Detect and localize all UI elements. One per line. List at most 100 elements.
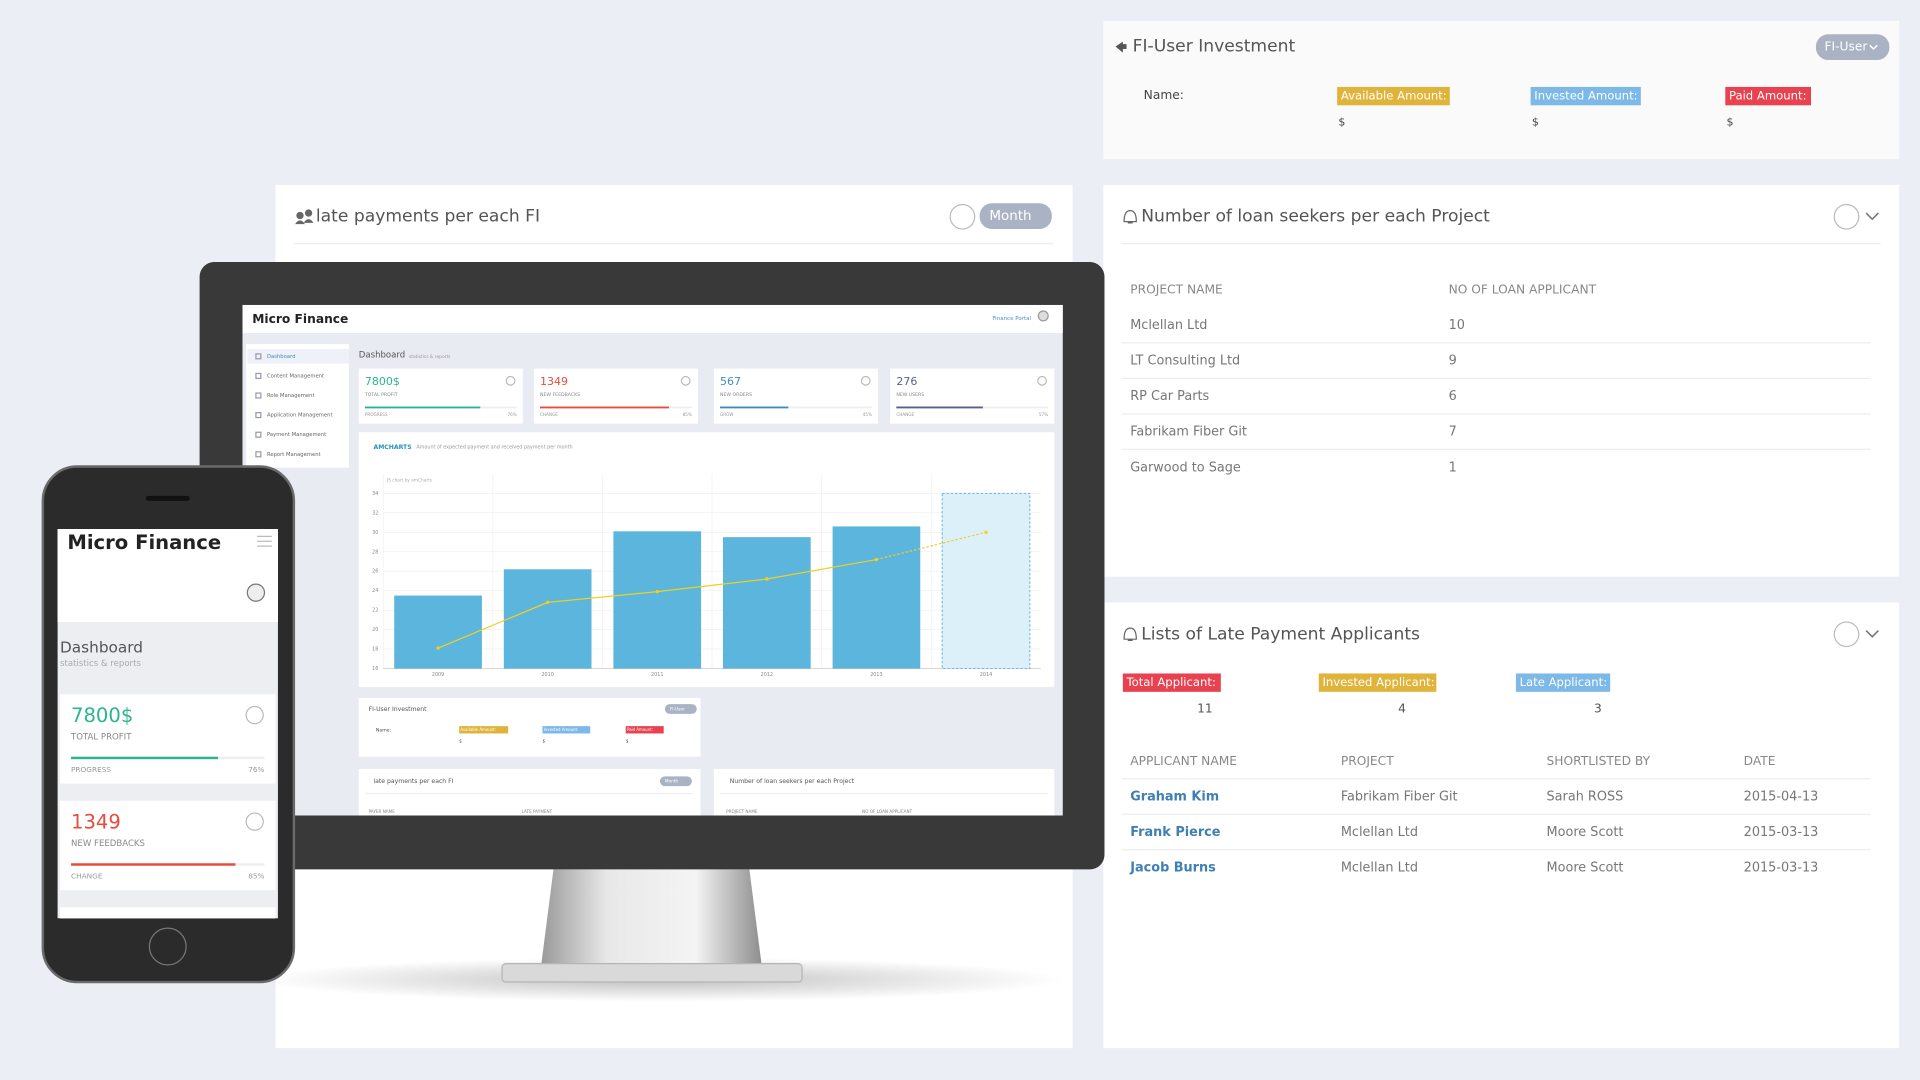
bar (832, 526, 921, 669)
menu-icon (255, 412, 262, 419)
table-cell: 2015-03-13 (1744, 825, 1819, 840)
line-segment (766, 558, 877, 580)
menu-icon (255, 451, 262, 458)
y-tick-label: 16 (372, 666, 378, 672)
dropdown-button[interactable] (979, 203, 1052, 229)
table-cell: Moore Scott (1547, 861, 1624, 876)
table-cell: RP Car Parts (1130, 389, 1209, 404)
stat-label: NEW USERS (896, 392, 924, 398)
mini-panel (713, 768, 1055, 816)
badge-label: Available Amount: (1341, 89, 1447, 103)
stat-percent: 45% (863, 412, 872, 417)
x-tick-label: 2014 (980, 672, 992, 678)
line-point (874, 557, 879, 562)
page-title: Dashboard (359, 351, 405, 361)
bar (941, 492, 1031, 670)
stat-icon (680, 375, 691, 386)
bar (503, 569, 592, 669)
mini-value: $ (626, 738, 629, 744)
badge-label: Invested Applicant: (1322, 675, 1434, 689)
menu-item[interactable]: Dashboard (267, 354, 295, 360)
mini-badge (625, 726, 664, 734)
page-subtitle: statistics & reports (409, 354, 451, 360)
stat-label: TOTAL PROFIT (364, 392, 398, 398)
mini-value: $ (459, 738, 462, 744)
column-header: PROJECT (1341, 754, 1394, 768)
panel (1103, 602, 1900, 1049)
menu-item[interactable]: Role Management (267, 393, 315, 399)
stat-card (533, 368, 698, 424)
summary-value: 11 (1197, 701, 1213, 715)
table-cell: Mclellan Ltd (1341, 861, 1418, 876)
monitor-screen: Micro Finance Finance Portal Dashboard Cont… (242, 304, 1063, 816)
menu-icon (255, 372, 262, 379)
stat-card (358, 368, 523, 424)
line-segment (876, 531, 987, 561)
mini-column: PROJECT NAME (726, 809, 758, 814)
stat-percent: 57% (1039, 412, 1048, 417)
column-header: PROJECT NAME (1130, 283, 1223, 297)
applicant-link[interactable]: Frank Pierce (1130, 825, 1221, 840)
line-point (984, 530, 988, 534)
progress-bar (540, 406, 670, 409)
menu-item[interactable]: Application Management (267, 413, 333, 419)
collapse-icon (1865, 630, 1879, 638)
mini-button (664, 704, 697, 714)
y-tick-label: 18 (372, 647, 378, 653)
chart-title: AMCHARTS (373, 444, 411, 451)
table-cell: Sarah ROSS (1547, 790, 1624, 805)
mini-field: Name: (376, 727, 392, 733)
summary-value: 3 (1594, 701, 1602, 715)
phone-screen: Micro Finance Dashboard statistics & repor… (57, 528, 278, 919)
y-tick-label: 28 (372, 549, 378, 555)
chart-credit: JS chart by amCharts (386, 478, 433, 484)
panel-title: Lists of Late Payment Applicants (1141, 624, 1420, 644)
y-tick-label: 22 (372, 608, 378, 614)
menu-item[interactable]: Payment Management (267, 432, 326, 438)
applicant-link[interactable]: Jacob Burns (1129, 861, 1216, 876)
table-cell: Garwood to Sage (1130, 460, 1241, 475)
table-cell: 6 (1449, 389, 1457, 404)
button-label: Month (989, 209, 1031, 224)
stat-card (713, 368, 878, 424)
brand: Micro Finance (252, 312, 348, 326)
badge (1318, 673, 1437, 692)
menu-item[interactable]: Report Management (267, 452, 321, 458)
stat-foot: CHANGE (896, 412, 914, 417)
stat-foot: GROW (720, 412, 734, 417)
stat-value: 7800$ (71, 704, 133, 727)
x-tick-label: 2013 (870, 672, 882, 678)
panel-title: FI-User Investment (1133, 37, 1296, 57)
applicant-link[interactable]: Graham Kim (1130, 790, 1219, 805)
menu-item[interactable]: Content Management (267, 373, 324, 379)
page-title: Dashboard (60, 638, 143, 656)
progress-bar (71, 756, 219, 760)
line-point (765, 577, 769, 581)
menu-icon (255, 392, 262, 399)
y-tick-label: 26 (372, 569, 378, 575)
icon (1869, 44, 1878, 51)
icon (1123, 209, 1137, 224)
table-cell: 2015-04-13 (1744, 790, 1819, 805)
collapse-icon (1865, 212, 1879, 221)
badge-label: Late Applicant: (1520, 675, 1608, 689)
badge (1122, 673, 1221, 692)
progress-bar (364, 406, 481, 409)
mini-badge (542, 726, 591, 734)
sidebar (246, 344, 349, 468)
stat-value: 567 (720, 375, 741, 388)
table-cell: Mclellan Ltd (1130, 318, 1207, 333)
progress-bar (71, 863, 236, 866)
panel-title: late payments per each FI (316, 207, 540, 227)
badge-label: Paid Amount: (1729, 89, 1807, 103)
table-cell: Fabrikam Fiber Git (1341, 790, 1458, 805)
badge (1530, 86, 1641, 106)
dropdown-button[interactable] (1815, 34, 1890, 60)
mini-column: LATE PAYMENT (522, 809, 553, 814)
brand: Micro Finance (67, 531, 221, 554)
x-tick-label: 2011 (651, 672, 663, 678)
amount-value: $ (1532, 115, 1539, 128)
line-point (545, 600, 550, 605)
stat-percent: 76% (248, 765, 264, 774)
column-header: SHORTLISTED BY (1547, 754, 1651, 768)
